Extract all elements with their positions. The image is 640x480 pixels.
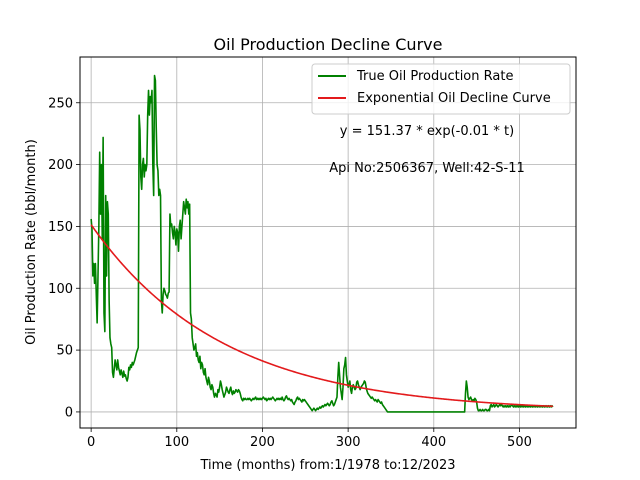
- y-axis-ticks: 0 50 100 150 200 250: [48, 96, 80, 420]
- exponential-decline-line: [90, 224, 553, 408]
- legend: True Oil Production Rate Exponential Oil…: [311, 63, 571, 115]
- plot-frame: [79, 56, 577, 429]
- well-annotation: Api No:2506367, Well:42-S-11: [329, 161, 525, 176]
- x-tick-label: 0: [87, 435, 95, 450]
- y-tick-label: 250: [48, 96, 73, 111]
- x-tick-label: 400: [421, 435, 446, 450]
- legend-box: [311, 63, 571, 115]
- y-tick-label: 150: [48, 220, 73, 235]
- x-axis-label: Time (months) from:1/1978 to:12/2023: [199, 458, 455, 473]
- series-layer: [90, 74, 554, 413]
- x-axis-ticks: 0 100 200 300 400 500: [87, 428, 532, 450]
- equation-annotation: y = 151.37 * exp(-0.01 * t): [340, 124, 514, 139]
- true-oil-production-line: [90, 74, 554, 413]
- y-axis-label: Oil Production Rate (bbl/month): [24, 139, 39, 345]
- y-tick-label: 0: [65, 405, 73, 420]
- grid-lines: [80, 57, 576, 428]
- legend-label-exponential: Exponential Oil Decline Curve: [357, 91, 551, 106]
- x-tick-label: 300: [336, 435, 361, 450]
- chart-title: Oil Production Decline Curve: [214, 35, 443, 54]
- x-tick-label: 100: [164, 435, 189, 450]
- y-tick-label: 200: [48, 158, 73, 173]
- x-tick-label: 500: [507, 435, 532, 450]
- legend-label-true-oil: True Oil Production Rate: [356, 69, 513, 84]
- y-tick-label: 100: [48, 282, 73, 297]
- y-tick-label: 50: [56, 344, 73, 359]
- x-tick-label: 200: [250, 435, 275, 450]
